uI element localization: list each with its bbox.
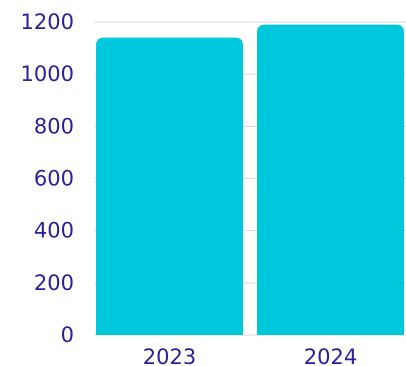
bar-2024 [257, 24, 404, 335]
y-tick-label: 800 [34, 114, 74, 138]
x-tick-label: 2023 [143, 345, 196, 366]
y-tick-label: 0 [61, 323, 74, 347]
bars [96, 24, 404, 336]
x-axis-ticks: 2023 2024 [143, 345, 357, 366]
x-tick-label: 2024 [304, 345, 357, 366]
y-axis-ticks: 0 200 400 600 800 1000 1200 [21, 10, 74, 347]
bar-2023 [96, 37, 243, 336]
y-tick-label: 600 [34, 167, 74, 191]
y-tick-label: 1200 [21, 10, 74, 34]
y-tick-label: 200 [34, 271, 74, 295]
y-tick-label: 400 [34, 219, 74, 243]
y-tick-label: 1000 [21, 62, 74, 86]
